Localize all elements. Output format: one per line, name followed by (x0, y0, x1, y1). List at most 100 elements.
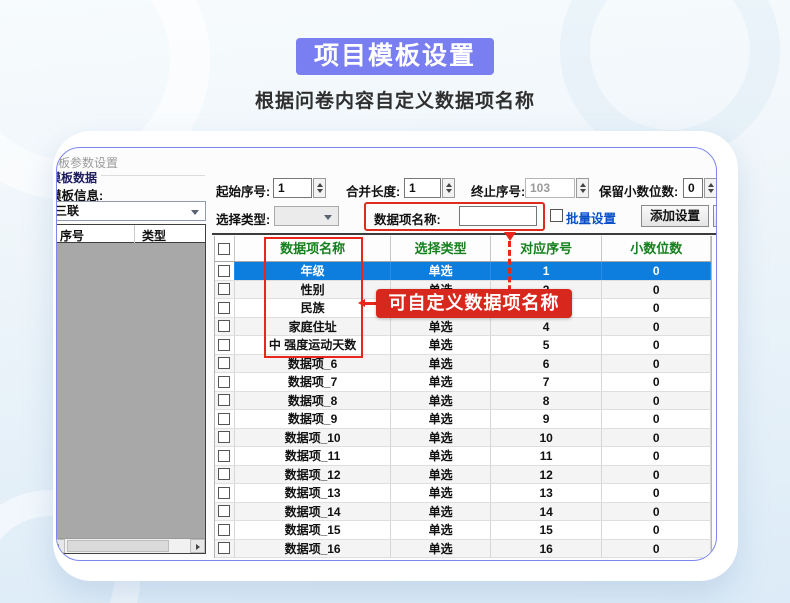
row-checkbox[interactable] (218, 301, 231, 314)
row-checkbox[interactable] (218, 375, 231, 388)
cell-seq: 16 (491, 539, 603, 557)
merge-length-stepper[interactable] (442, 178, 455, 198)
table-row[interactable]: 数据项_15 单选 15 0 (215, 521, 711, 540)
list-header-type: 类型 (142, 229, 167, 243)
merge-length-label: 合并长度: (346, 185, 401, 199)
table-row[interactable]: 数据项_16 单选 16 0 (215, 539, 711, 558)
scrollbar-thumb[interactable] (67, 540, 169, 552)
cell-decimals: 0 (602, 280, 711, 298)
cell-decimals: 0 (602, 521, 711, 539)
row-checkbox-cell[interactable] (215, 299, 235, 317)
batch-checkbox[interactable] (550, 209, 563, 222)
table-row[interactable]: 数据项_13 单选 13 0 (215, 484, 711, 503)
row-checkbox-cell[interactable] (215, 465, 235, 483)
row-checkbox[interactable] (218, 486, 231, 499)
cell-item-name: 数据项_8 (235, 391, 392, 409)
cell-decimals: 0 (602, 336, 711, 354)
table-row[interactable]: 数据项_6 单选 6 0 (215, 354, 711, 373)
row-checkbox[interactable] (218, 412, 231, 425)
row-checkbox[interactable] (218, 468, 231, 481)
spinner-up-icon (316, 183, 323, 187)
scroll-left-button[interactable] (57, 539, 65, 553)
cell-seq: 13 (491, 484, 603, 502)
spinner-down-icon (316, 189, 323, 193)
start-seq-stepper[interactable] (313, 178, 326, 198)
spinner-down-icon (707, 189, 714, 193)
cell-decimals: 0 (602, 262, 711, 280)
row-checkbox-cell[interactable] (215, 447, 235, 465)
table-row[interactable]: 数据项_7 单选 7 0 (215, 373, 711, 392)
cell-seq: 1 (490, 262, 603, 280)
row-checkbox[interactable] (218, 505, 231, 518)
table-row[interactable]: 数据项_14 单选 14 0 (215, 502, 711, 521)
table-row[interactable]: 数据项_10 单选 10 0 (215, 428, 711, 447)
row-checkbox[interactable] (218, 338, 231, 351)
row-checkbox[interactable] (218, 283, 231, 296)
row-checkbox-cell[interactable] (215, 336, 235, 354)
row-checkbox[interactable] (218, 542, 231, 555)
cell-select-type: 单选 (391, 539, 491, 557)
end-seq-input[interactable]: 103 (525, 178, 575, 198)
row-checkbox[interactable] (218, 394, 231, 407)
cell-item-name: 数据项_12 (235, 465, 392, 483)
cell-item-name: 年级 (234, 262, 392, 280)
clipped-button[interactable] (713, 205, 716, 227)
app-window: 模板参数设置 模板数据 模板信息: 三联 序号 类型 起始序号: 1 合并长度: (56, 147, 717, 561)
row-checkbox-cell[interactable] (215, 502, 235, 520)
row-checkbox-cell[interactable] (215, 317, 235, 335)
cell-seq: 5 (491, 336, 603, 354)
cell-select-type: 单选 (391, 410, 491, 428)
end-seq-stepper[interactable] (576, 178, 589, 198)
select-all-checkbox[interactable] (218, 242, 231, 255)
cell-decimals: 0 (602, 465, 711, 483)
row-checkbox-cell[interactable] (215, 280, 235, 298)
row-checkbox[interactable] (218, 264, 231, 277)
table-row[interactable]: 数据项_11 单选 11 0 (215, 447, 711, 466)
header-checkbox-cell[interactable] (215, 236, 235, 261)
cell-item-name: 数据项_16 (235, 539, 392, 557)
row-checkbox-cell[interactable] (215, 373, 235, 391)
row-checkbox-cell[interactable] (215, 428, 235, 446)
decimals-input[interactable]: 0 (683, 178, 703, 198)
row-checkbox[interactable] (218, 431, 231, 444)
table-row[interactable]: 数据项_9 单选 9 0 (215, 410, 711, 429)
cell-item-name: 中 强度运动天数 (235, 336, 392, 354)
row-checkbox-cell[interactable] (215, 391, 235, 409)
row-checkbox[interactable] (218, 523, 231, 536)
item-name-input[interactable] (459, 206, 537, 226)
scroll-right-icon (196, 544, 200, 550)
row-checkbox-cell[interactable] (215, 539, 235, 557)
horizontal-scrollbar[interactable] (57, 538, 205, 553)
table-row[interactable]: 中 强度运动天数 单选 5 0 (215, 336, 711, 355)
page-subtitle: 根据问卷内容自定义数据项名称 (254, 91, 535, 112)
scroll-right-button[interactable] (190, 539, 205, 553)
chevron-down-icon (191, 210, 199, 215)
table-row[interactable]: 家庭住址 单选 4 0 (215, 317, 711, 336)
row-checkbox-cell[interactable] (215, 410, 235, 428)
merge-length-input[interactable]: 1 (404, 178, 441, 198)
cell-item-name: 数据项_11 (235, 447, 392, 465)
decimals-stepper[interactable] (704, 178, 716, 198)
spinner-down-icon (579, 189, 586, 193)
cell-select-type: 单选 (391, 317, 491, 335)
table-row[interactable]: 数据项_8 单选 8 0 (215, 391, 711, 410)
template-data-group-label: 模板数据 (57, 171, 98, 185)
table-row[interactable]: 数据项_12 单选 12 0 (215, 465, 711, 484)
cell-item-name: 性别 (235, 280, 392, 298)
template-select[interactable]: 三联 (57, 201, 206, 221)
start-seq-input[interactable]: 1 (273, 178, 312, 198)
row-checkbox-cell[interactable] (215, 262, 235, 280)
add-settings-button[interactable]: 添加设置 (641, 205, 709, 227)
row-checkbox[interactable] (218, 320, 231, 333)
table-row[interactable]: 年级 单选 1 0 (215, 262, 711, 281)
row-checkbox-cell[interactable] (215, 354, 235, 372)
end-seq-label: 终止序号: (471, 185, 526, 199)
row-checkbox[interactable] (218, 449, 231, 462)
cell-decimals: 0 (602, 299, 711, 317)
select-type-dropdown[interactable] (274, 206, 339, 226)
row-checkbox-cell[interactable] (215, 521, 235, 539)
template-item-list[interactable]: 序号 类型 (57, 224, 206, 554)
row-checkbox-cell[interactable] (215, 484, 235, 502)
row-checkbox[interactable] (218, 357, 231, 370)
